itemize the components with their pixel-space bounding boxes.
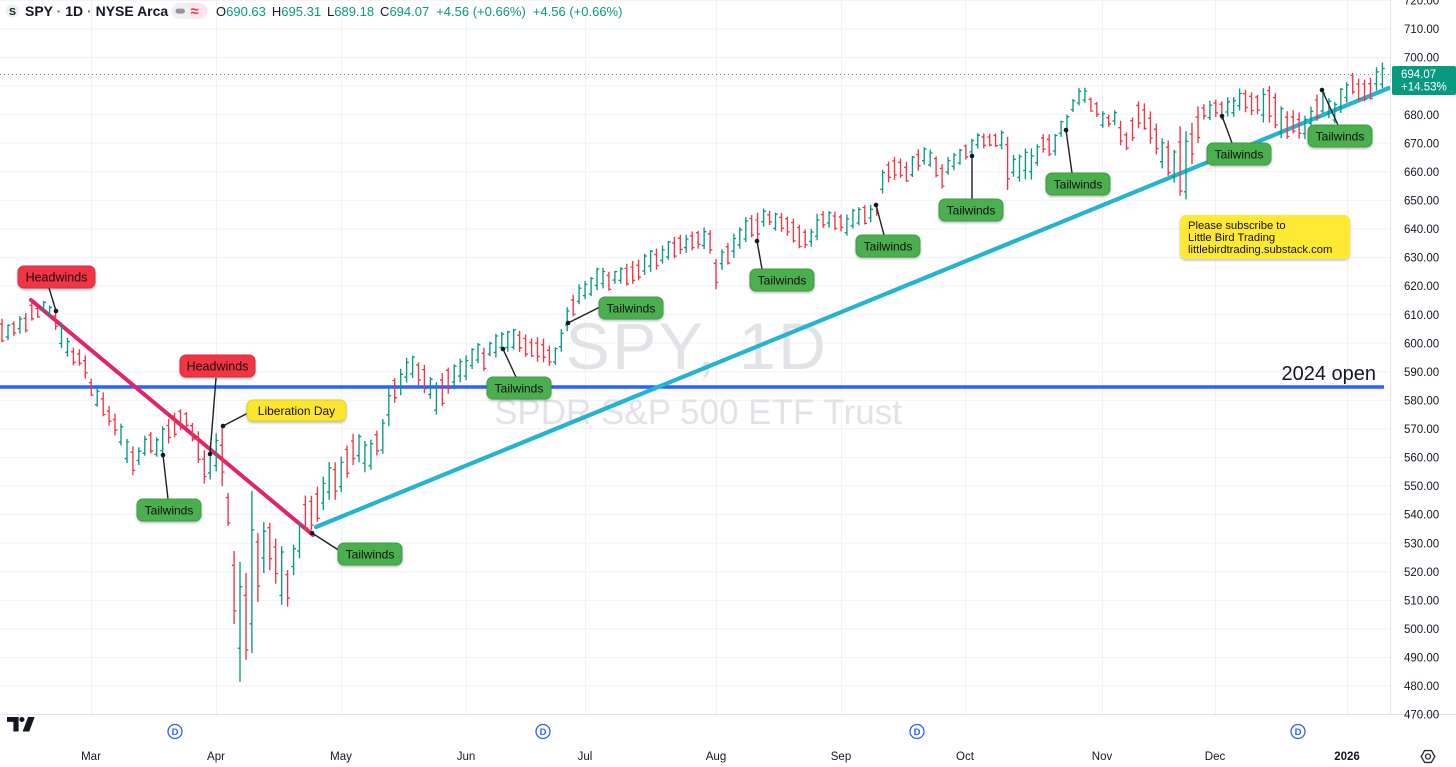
svg-text:Mar: Mar [81,751,101,763]
svg-text:720.00: 720.00 [1404,0,1439,8]
svg-text:Please subscribe to: Please subscribe to [1188,220,1286,232]
svg-text:500.00: 500.00 [1404,624,1439,636]
svg-text:Tailwinds: Tailwinds [1054,177,1103,191]
svg-text:Tailwinds: Tailwinds [346,547,395,561]
svg-text:480.00: 480.00 [1404,681,1439,693]
svg-text:Tailwinds: Tailwinds [947,203,996,217]
svg-text:2024 open: 2024 open [1281,363,1376,385]
svg-text:570.00: 570.00 [1404,424,1439,436]
svg-text:Jul: Jul [578,751,593,763]
svg-text:+14.53%: +14.53% [1401,82,1447,94]
svg-text:D: D [172,727,179,738]
svg-text:560.00: 560.00 [1404,453,1439,465]
svg-text:S: S [9,6,16,18]
svg-text:590.00: 590.00 [1404,367,1439,379]
svg-text:2026: 2026 [1334,751,1360,763]
svg-text:Liberation Day: Liberation Day [258,404,335,418]
svg-text:640.00: 640.00 [1404,224,1439,236]
svg-text:SPY · 1D · NYSE Arca: SPY · 1D · NYSE Arca [25,3,168,19]
svg-text:D: D [540,727,547,738]
svg-text:530.00: 530.00 [1404,538,1439,550]
svg-text:650.00: 650.00 [1404,196,1439,208]
svg-text:520.00: 520.00 [1404,567,1439,579]
svg-text:Oct: Oct [956,751,975,763]
svg-text:Tailwinds: Tailwinds [758,273,807,287]
svg-text:694.07: 694.07 [1401,69,1436,81]
svg-text:Dec: Dec [1205,751,1226,763]
svg-text:Apr: Apr [207,751,225,763]
svg-text:D: D [914,727,921,738]
svg-text:700.00: 700.00 [1404,53,1439,65]
svg-text:490.00: 490.00 [1404,653,1439,665]
svg-text:600.00: 600.00 [1404,338,1439,350]
svg-text:Jun: Jun [457,751,476,763]
svg-text:540.00: 540.00 [1404,510,1439,522]
svg-text:550.00: 550.00 [1404,481,1439,493]
svg-text:Headwinds: Headwinds [187,359,249,373]
svg-text:Sep: Sep [831,751,851,763]
svg-text:610.00: 610.00 [1404,310,1439,322]
svg-text:Tailwinds: Tailwinds [145,503,194,517]
svg-text:Headwinds: Headwinds [26,270,88,284]
svg-text:660.00: 660.00 [1404,167,1439,179]
svg-text:Nov: Nov [1092,751,1113,763]
svg-text:510.00: 510.00 [1404,595,1439,607]
svg-text:Little Bird Trading: Little Bird Trading [1188,232,1275,244]
svg-text:470.00: 470.00 [1404,710,1439,722]
svg-text:580.00: 580.00 [1404,396,1439,408]
svg-text:680.00: 680.00 [1404,110,1439,122]
svg-text:Tailwinds: Tailwinds [1316,129,1365,143]
svg-text:Aug: Aug [706,751,726,763]
svg-text:Tailwinds: Tailwinds [1215,147,1264,161]
svg-text:May: May [330,751,352,763]
svg-text:Tailwinds: Tailwinds [864,239,913,253]
svg-text:620.00: 620.00 [1404,281,1439,293]
svg-text:D: D [1295,727,1302,738]
svg-text:630.00: 630.00 [1404,253,1439,265]
svg-text:710.00: 710.00 [1404,24,1439,36]
svg-text:SPDR S&P 500 ETF Trust: SPDR S&P 500 ETF Trust [494,393,902,432]
svg-text:littlebirdtrading.substack.com: littlebirdtrading.substack.com [1188,244,1332,256]
svg-text:Tailwinds: Tailwinds [607,301,656,315]
svg-text:Tailwinds: Tailwinds [495,381,544,395]
svg-text:≈: ≈ [191,4,199,20]
svg-text:670.00: 670.00 [1404,138,1439,150]
